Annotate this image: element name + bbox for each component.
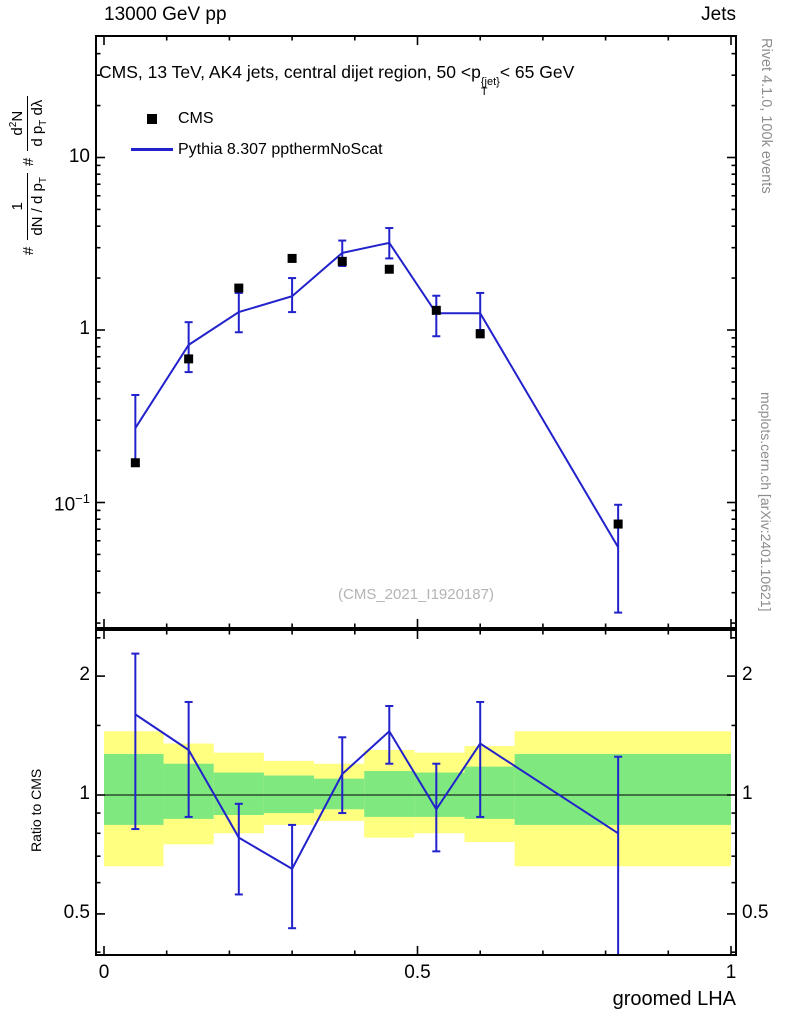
cms-data-point xyxy=(234,283,244,293)
ratio-band-green xyxy=(314,778,365,810)
ratio-band-green xyxy=(104,753,164,825)
cms-data-point xyxy=(613,519,623,529)
pythia-line-icon xyxy=(131,148,173,151)
ratio-ytick-label-right: 1 xyxy=(742,783,753,804)
cms-data-point xyxy=(337,256,347,266)
legend-item-cms: CMS xyxy=(126,103,383,134)
axis-ticks xyxy=(96,36,736,955)
ratio-band-green xyxy=(263,775,315,814)
ratio-ytick-label-left: 0.5 xyxy=(63,901,90,923)
ratio-bands xyxy=(104,731,731,867)
ratio-ytick-label-left: 1 xyxy=(79,783,90,804)
cms-data-point xyxy=(384,264,394,274)
pythia-line xyxy=(134,241,620,548)
legend: CMS Pythia 8.307 ppthermNoScat xyxy=(126,103,383,165)
ratio-band-green xyxy=(514,753,731,825)
legend-label-cms: CMS xyxy=(178,109,214,127)
x-axis-label: groomed LHA xyxy=(612,988,736,1010)
xtick-label: 0 xyxy=(98,962,110,983)
main-ytick-label: 1 xyxy=(79,318,90,339)
cms-data-point xyxy=(130,458,140,468)
cms-square-marker-icon xyxy=(147,113,157,124)
pt-jet-supsub: {jet} T xyxy=(480,76,500,98)
ratio-band-green xyxy=(364,771,415,817)
cms-data-point xyxy=(287,253,297,263)
cms-data-point xyxy=(475,329,485,339)
beam-energy-label: 13000 GeV pp xyxy=(104,4,227,25)
rivet-version-note: Rivet 4.1.0, 100k events xyxy=(758,38,774,194)
ratio-ytick-label-right: 0.5 xyxy=(742,901,769,923)
ratio-axis-label: Ratio to CMS xyxy=(28,768,44,852)
cms-data-point xyxy=(184,354,194,364)
analysis-id-watermark: (CMS_2021_I1920187) xyxy=(338,586,494,603)
cms-series xyxy=(130,253,623,529)
fraction-2: d2N d pT dλ xyxy=(8,95,49,151)
ratio-ytick-label-right: 2 xyxy=(742,664,753,686)
fraction-1: 1 dN / d pT xyxy=(8,173,49,240)
pythia-series xyxy=(131,227,623,614)
main-ytick-label: 10−1 xyxy=(54,490,90,515)
main-frame xyxy=(95,35,737,629)
mcplots-arxiv-note: mcplots.cern.ch [arXiv:2401.10621] xyxy=(758,392,774,612)
xtick-label: 0.5 xyxy=(404,962,431,983)
ratio-band-green xyxy=(464,766,515,819)
y-axis-label: #1 dN / d pT # d2N d pT dλ xyxy=(8,92,49,258)
legend-item-pythia: Pythia 8.307 ppthermNoScat xyxy=(126,134,383,165)
plot-title: CMS, 13 TeV, AK4 jets, central dijet reg… xyxy=(99,62,575,98)
analysis-topic-label: Jets xyxy=(701,4,736,25)
ratio-series xyxy=(131,652,623,955)
xtick-label: 1 xyxy=(725,962,737,983)
ratio-line xyxy=(134,713,619,871)
ratio-frame xyxy=(95,629,737,956)
legend-label-pythia: Pythia 8.307 ppthermNoScat xyxy=(178,140,383,158)
cms-data-point xyxy=(431,305,441,315)
main-ytick-label: 10 xyxy=(68,145,90,167)
ratio-ytick-label-left: 2 xyxy=(79,664,90,686)
